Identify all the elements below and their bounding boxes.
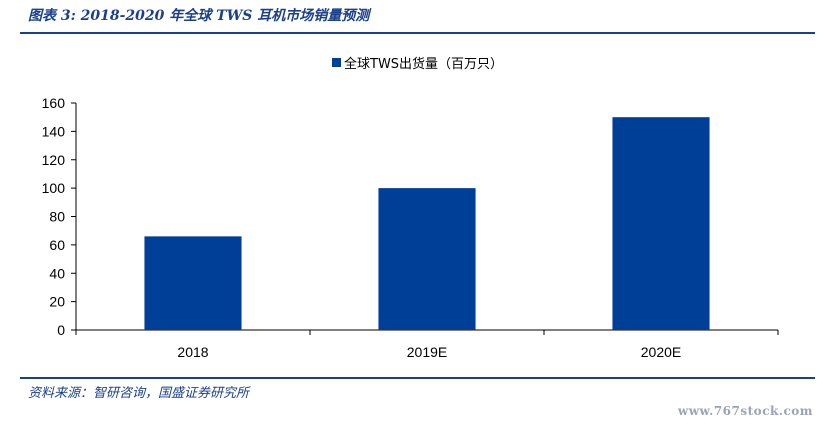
x-tick-label: 2019E — [407, 344, 447, 360]
y-tick-label: 60 — [49, 237, 65, 253]
top-rule — [20, 32, 815, 34]
y-tick-label: 100 — [42, 180, 66, 196]
chart-legend: 全球TWS出货量（百万只） — [332, 56, 503, 72]
x-axis: 2018 2019E 2020E — [75, 329, 779, 360]
watermark: www.767stock.com — [677, 404, 813, 418]
figure-title: 图表 3: 2018-2020 年全球 TWS 耳机市场销量预测 — [28, 8, 370, 24]
y-axis: 0 20 40 60 80 100 120 140 160 — [42, 95, 77, 338]
y-tick-label: 120 — [42, 152, 66, 168]
y-tick-label: 20 — [49, 294, 65, 310]
y-tick-label: 0 — [57, 322, 65, 338]
bar — [612, 117, 710, 330]
legend-label: 全球TWS出货量（百万只） — [344, 56, 503, 72]
legend-swatch — [332, 58, 341, 67]
bar — [378, 188, 476, 330]
x-tick-label: 2020E — [641, 344, 681, 360]
y-tick-label: 40 — [49, 265, 65, 281]
bar-series — [144, 117, 710, 330]
y-tick-label: 160 — [42, 95, 66, 111]
x-tick-label: 2018 — [177, 344, 208, 360]
bar — [144, 236, 242, 330]
bottom-rule — [20, 377, 815, 379]
source-note: 资料来源：智研咨询，国盛证券研究所 — [28, 386, 250, 401]
y-tick-label: 140 — [42, 123, 66, 139]
y-tick-label: 80 — [49, 209, 65, 225]
